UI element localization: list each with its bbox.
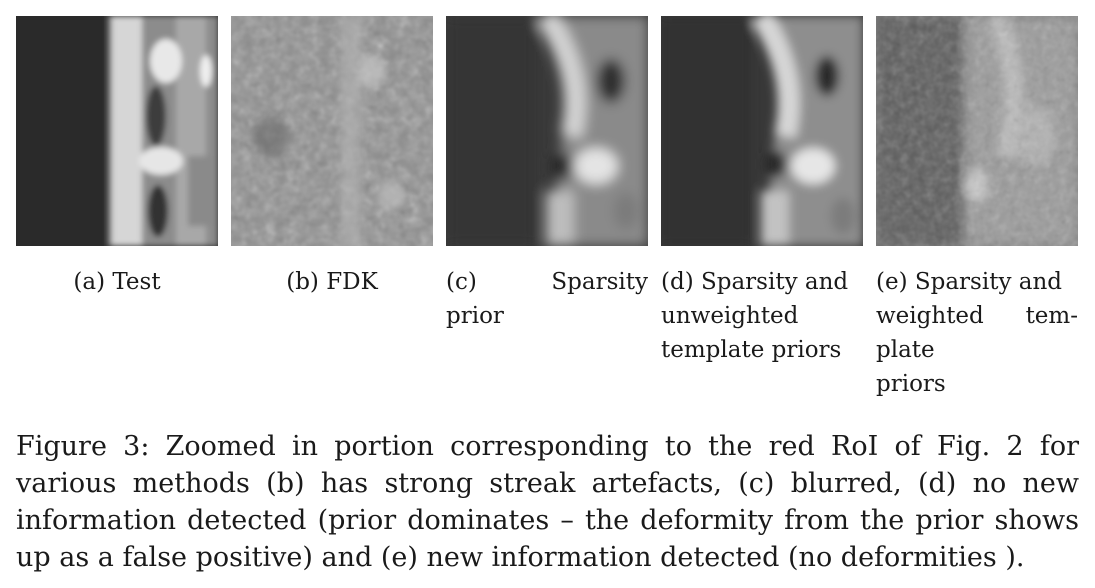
sparsity-prior-image-graphic <box>446 16 648 246</box>
panel-b-fdk-image <box>231 16 433 246</box>
subcaption-b-text: (b) FDK <box>286 269 378 295</box>
subcaption-e-line-1: (e) Sparsity and <box>876 269 1063 295</box>
unweighted-template-image-graphic <box>661 16 863 246</box>
subcaption-d-line-2: unweighted <box>661 303 799 329</box>
test-image-graphic <box>16 16 218 246</box>
subcaption-e-line-3: plate <box>876 337 935 363</box>
subcaption-e-line-2-word-2: tem- <box>1025 303 1078 329</box>
panel-e-weighted-template-image <box>876 16 1078 246</box>
subcaption-e-line-2-word-1: weighted <box>876 303 984 329</box>
subcaption-d: (d) Sparsity and unweighted template pri… <box>661 265 863 367</box>
subcaption-e-line-4: priors <box>876 371 946 397</box>
fdk-image-graphic <box>231 16 433 246</box>
panel-a-test-image <box>16 16 218 246</box>
subcaption-a-text: (a) Test <box>73 269 161 295</box>
subcaption-e-line-2: weighted tem- <box>876 299 1078 333</box>
subcaption-d-line-3: template priors <box>661 337 842 363</box>
figure-caption: Figure 3: Zoomed in portion correspondin… <box>16 431 1079 573</box>
subcaption-c-word-2: Sparsity <box>551 269 648 295</box>
panel-c-sparsity-prior-image <box>446 16 648 246</box>
subcaption-e: (e) Sparsity and weighted tem- plate pri… <box>876 265 1078 401</box>
subcaption-b: (b) FDK <box>231 265 433 299</box>
subcaption-c-word-1: (c) <box>446 269 477 295</box>
subcaption-a: (a) Test <box>16 265 218 299</box>
weighted-template-image-graphic <box>876 16 1078 246</box>
subcaption-c-line-2: prior <box>446 303 504 329</box>
subcaption-d-line-1: (d) Sparsity and <box>661 269 849 295</box>
panel-d-unweighted-template-image <box>661 16 863 246</box>
subcaption-c-line-1: (c) Sparsity <box>446 265 648 299</box>
subcaption-c: (c) Sparsity prior <box>446 265 648 333</box>
